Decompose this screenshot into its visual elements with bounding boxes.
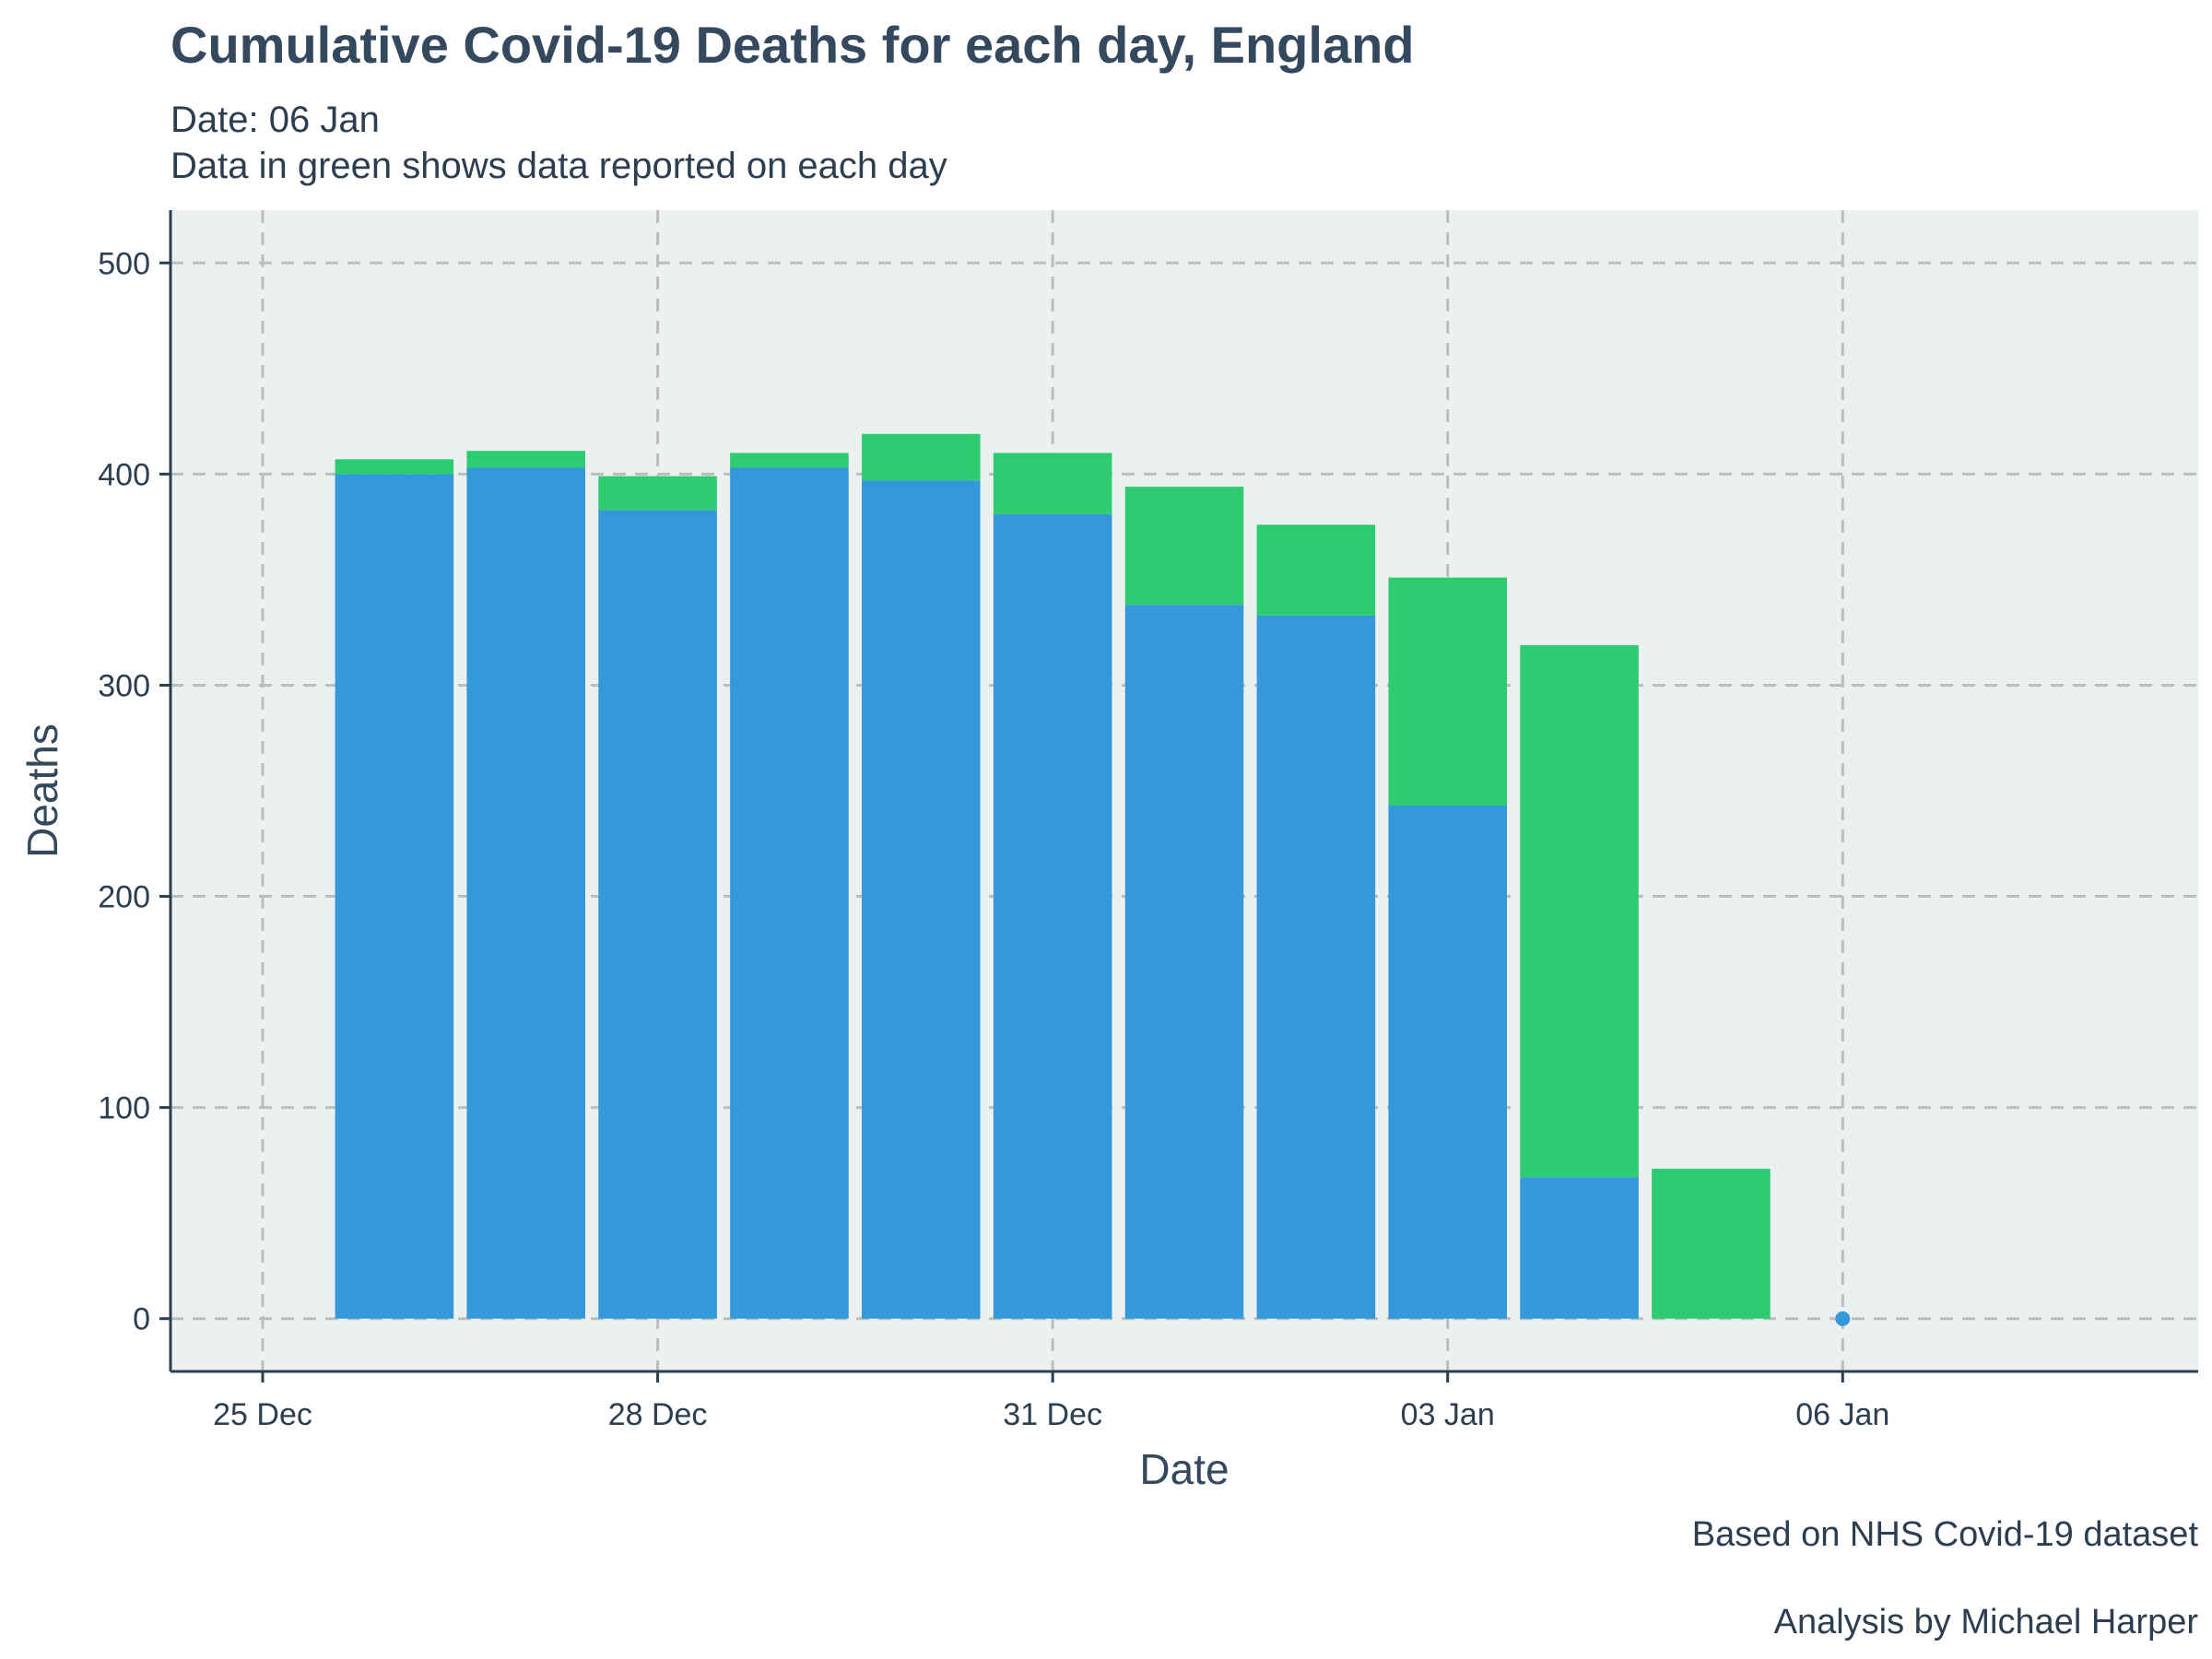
bar-reported [1520,644,1639,1178]
bar-previous [993,513,1112,1319]
bar-reported [335,459,454,475]
y-tick-label: 400 [98,457,150,492]
bar-previous [1256,615,1376,1319]
bar-previous [1520,1177,1639,1319]
bar-previous [598,510,717,1319]
x-tick-label: 03 Jan [1401,1397,1495,1432]
y-tick-label: 300 [98,668,150,703]
x-tick-label: 25 Dec [213,1397,312,1432]
points [1835,1311,1851,1326]
bar-previous [1388,806,1507,1319]
x-tick-label: 28 Dec [608,1397,708,1432]
bar-previous [730,467,849,1319]
bar-previous [335,474,454,1319]
bar-reported [993,453,1112,514]
caption-source: Based on NHS Covid-19 dataset [1692,1515,2199,1554]
bar-reported [1256,524,1376,616]
bar-reported [598,476,717,511]
bar-previous [862,480,981,1319]
y-axis-title: Deaths [18,724,66,858]
bar-reported [1124,487,1244,606]
bar-reported [730,453,849,468]
chart-subtitle-line-1: Date: 06 Jan [171,100,380,140]
bar-reported [466,451,585,468]
bar-reported [1388,577,1507,806]
x-tick-label: 06 Jan [1795,1397,1889,1432]
bar-previous [466,467,585,1319]
bar-reported [862,433,981,481]
chart-title: Cumulative Covid-19 Deaths for each day,… [171,16,1415,74]
caption-author: Analysis by Michael Harper [1774,1603,2199,1641]
y-tick-label: 200 [98,880,150,915]
y-ticks: 0 100 200 300 400 500 [98,246,171,1337]
x-axis-title: Date [1139,1445,1229,1493]
x-ticks: 25 Dec 28 Dec 31 Dec 03 Jan 06 Jan [213,1371,1889,1432]
bars [335,433,1771,1319]
y-tick-label: 500 [98,246,150,281]
chart-subtitle-line-2: Data in green shows data reported on eac… [171,146,947,186]
y-tick-label: 0 [133,1302,150,1337]
y-tick-label: 100 [98,1091,150,1126]
bar-previous [1124,605,1244,1319]
data-point [1835,1311,1851,1326]
bar-reported [1652,1169,1771,1319]
x-tick-label: 31 Dec [1003,1397,1102,1432]
